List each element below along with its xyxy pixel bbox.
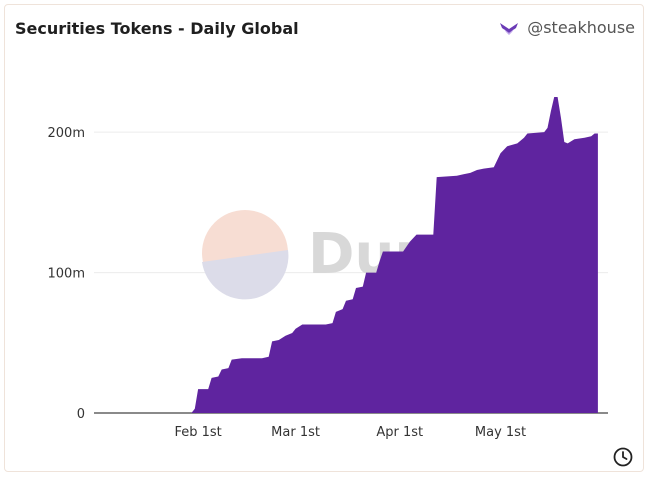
author-name: @steakhouse [527, 18, 635, 37]
y-tick-label: 200m [48, 126, 85, 141]
series-area [94, 97, 598, 413]
chart-title: Securities Tokens - Daily Global [15, 19, 299, 38]
x-tick-label: Apr 1st [376, 425, 423, 440]
dune-watermark-logo [202, 210, 289, 300]
y-tick-label: 0 [77, 407, 85, 422]
author-badge[interactable]: @steakhouse [499, 18, 635, 37]
x-tick-label: May 1st [475, 425, 526, 440]
steakhouse-logo-icon [500, 22, 519, 35]
y-tick-label: 100m [48, 267, 85, 282]
x-axis: Feb 1st Mar 1st Apr 1st May 1st [174, 425, 526, 440]
y-axis: 0 100m 200m [48, 126, 85, 422]
series-layer [94, 97, 598, 413]
clock-icon[interactable] [612, 446, 634, 468]
x-tick-label: Feb 1st [174, 425, 221, 440]
x-tick-label: Mar 1st [271, 425, 320, 440]
